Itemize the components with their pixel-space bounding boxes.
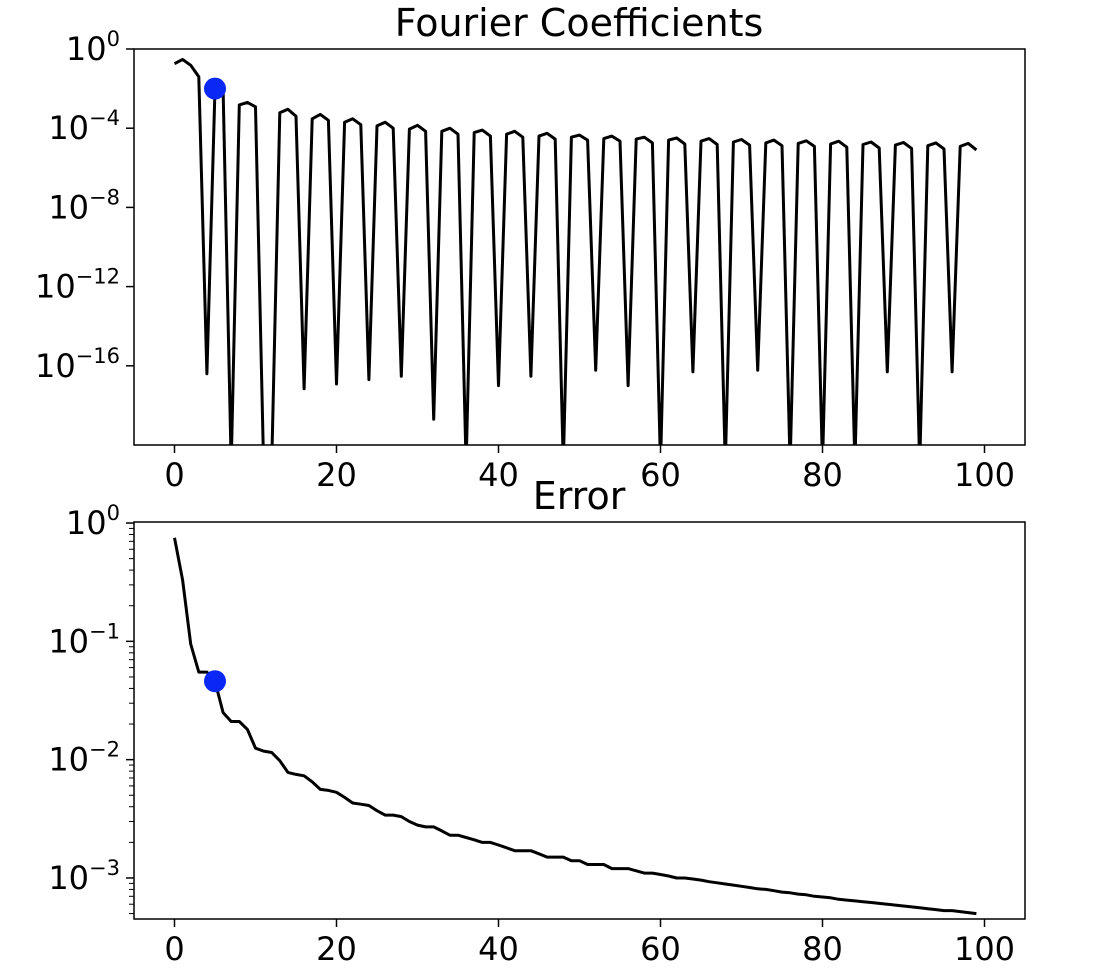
x-tick-label: 20 xyxy=(316,930,357,968)
x-tick-label: 80 xyxy=(802,456,843,494)
y-tick-label: 10−3 xyxy=(48,856,120,897)
y-tick-label: 100 xyxy=(66,501,120,542)
chart-title: Error xyxy=(533,474,626,518)
y-ticks: 100 10−1 10−2 10−3 xyxy=(48,501,134,915)
highlight-marker xyxy=(204,77,226,100)
x-tick-label: 40 xyxy=(478,930,519,968)
fourier-coefficients-plot: Fourier Coefficients 100 10−4 10−8 10−12 10−… xyxy=(35,1,1026,494)
x-tick-label: 40 xyxy=(478,456,519,494)
x-tick-label: 100 xyxy=(954,456,1015,494)
x-tick-label: 20 xyxy=(316,456,357,494)
x-tick-label: 60 xyxy=(640,456,681,494)
series-line xyxy=(173,57,978,445)
y-tick-label: 100 xyxy=(66,27,120,68)
y-tick-label: 10−1 xyxy=(48,619,120,660)
x-ticks: 0 20 40 60 80 100 xyxy=(164,919,1015,968)
y-tick-label: 10−12 xyxy=(35,265,120,306)
x-tick-label: 0 xyxy=(164,930,184,968)
series-line xyxy=(173,537,977,916)
plot-frame xyxy=(133,521,1026,920)
y-tick-label: 10−4 xyxy=(48,106,120,147)
x-tick-label: 100 xyxy=(954,930,1015,968)
x-tick-label: 80 xyxy=(802,930,843,968)
y-tick-label: 10−16 xyxy=(35,344,120,385)
plot-frame xyxy=(133,48,1026,446)
chart-title: Fourier Coefficients xyxy=(395,1,764,45)
x-tick-label: 0 xyxy=(164,456,184,494)
x-ticks: 0 20 40 60 80 100 xyxy=(164,445,1015,494)
highlight-marker xyxy=(204,670,226,693)
y-tick-label: 10−8 xyxy=(48,185,120,226)
x-tick-label: 60 xyxy=(640,930,681,968)
error-plot: Error 100 10−1 10−2 10−3 0 20 40 60 80 100 xyxy=(48,474,1026,968)
y-ticks: 100 10−4 10−8 10−12 10−16 xyxy=(35,27,134,385)
y-tick-label: 10−2 xyxy=(48,738,120,779)
